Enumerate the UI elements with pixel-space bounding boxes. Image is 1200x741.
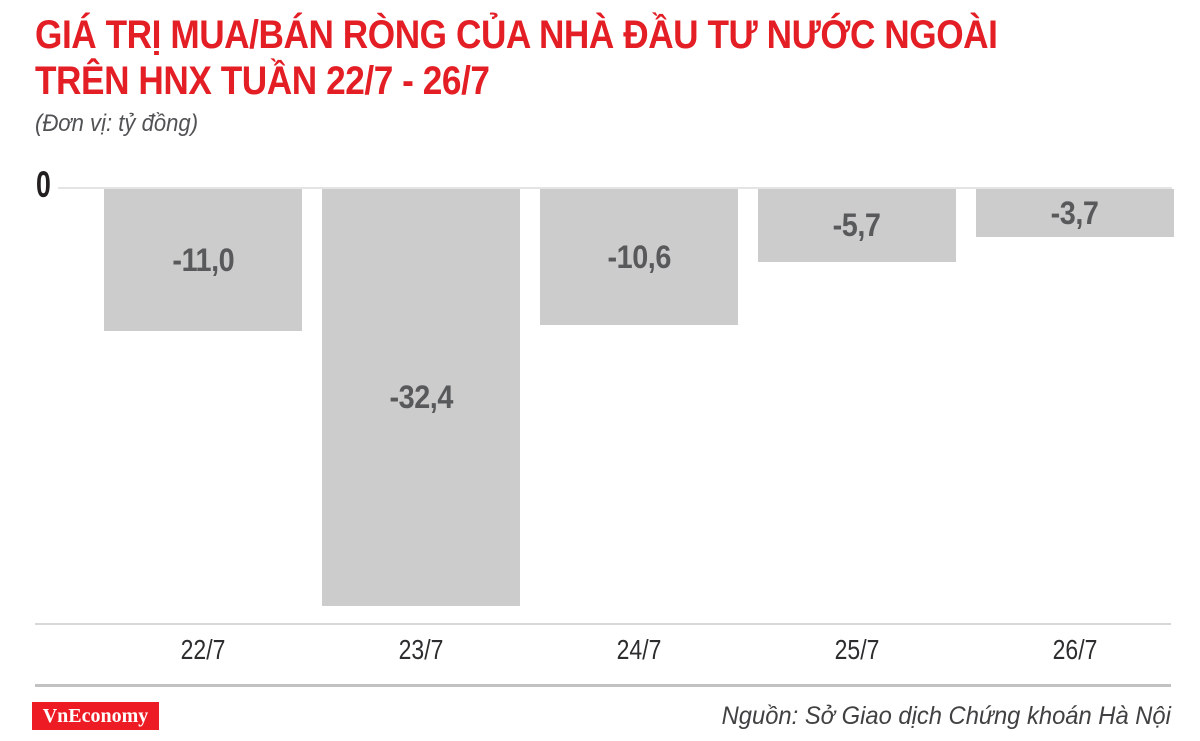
- x-axis-line-top: [35, 623, 1171, 625]
- bar-24/7: -10,6: [540, 189, 738, 325]
- x-axis-line-bottom: [35, 684, 1171, 687]
- bar-value-label: -32,4: [389, 379, 453, 415]
- x-axis-label-23/7: 23/7: [398, 634, 444, 665]
- source-text: Nguồn: Sở Giao dịch Chứng khoán Hà Nội: [721, 702, 1171, 730]
- bar-value-label: -3,7: [1051, 194, 1099, 231]
- x-axis-label-25/7: 25/7: [834, 634, 880, 665]
- y-axis-zero-label: 0: [36, 164, 51, 205]
- bar-22/7: -11,0: [104, 189, 302, 331]
- bar-23/7: -32,4: [322, 189, 520, 606]
- x-axis-label-26/7: 26/7: [1052, 634, 1098, 665]
- vneconomy-logo: VnEconomy: [32, 702, 159, 730]
- unit-subtitle: (Đơn vị: tỷ đồng): [35, 110, 199, 137]
- zero-baseline: [58, 187, 1172, 189]
- bar-25/7: -5,7: [758, 189, 956, 262]
- bar-26/7: -3,7: [976, 189, 1174, 237]
- bar-value-label: -5,7: [833, 207, 881, 243]
- page-title-line2: TRÊN HNX TUẦN 22/7 - 26/7: [35, 59, 490, 103]
- bar-value-label: -10,6: [607, 238, 671, 275]
- bar-value-label: -11,0: [172, 241, 234, 278]
- x-axis-labels: 22/7 23/7 24/7 25/7 26/7: [104, 634, 1174, 666]
- x-axis-label-22/7: 22/7: [180, 634, 226, 665]
- x-axis-label-24/7: 24/7: [616, 634, 662, 665]
- bars-container: -11,0 -32,4 -10,6 -5,7 -3,7: [104, 189, 1174, 606]
- page-title-line1: GIÁ TRỊ MUA/BÁN RÒNG CỦA NHÀ ĐẦU TƯ NƯỚC…: [35, 13, 998, 57]
- page-title: GIÁ TRỊ MUA/BÁN RÒNG CỦA NHÀ ĐẦU TƯ NƯỚC…: [35, 12, 998, 104]
